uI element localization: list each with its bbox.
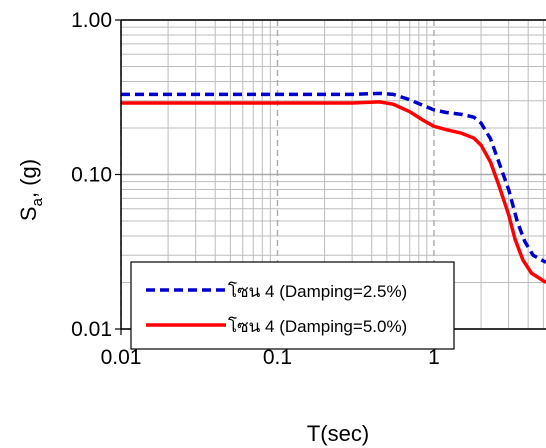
legend-box <box>130 261 455 350</box>
series-layer <box>121 91 546 284</box>
y-tick-label: 1.00 <box>71 9 112 32</box>
y-axis-label-main: S <box>16 206 41 221</box>
y-axis-label: Sa, (g) <box>16 159 46 221</box>
legend-label-damping-5-0: โซน 4 (Damping=5.0%) <box>228 316 407 336</box>
legend: โซน 4 (Damping=2.5%) โซน 4 (Damping=5.0%… <box>130 261 455 350</box>
x-tick-label: 1 <box>428 346 440 369</box>
y-tick-label: 0.01 <box>71 318 112 341</box>
y-axis-label-subscript: a <box>29 197 46 206</box>
x-tick-label: 0.1 <box>263 346 292 369</box>
tick-labels: 0.01 0.1 1 0.01 0.10 1.00 <box>71 9 440 369</box>
y-axis-label-rest: , (g) <box>16 159 41 198</box>
x-axis-label: T(sec) <box>307 421 369 446</box>
legend-label-damping-2-5: โซน 4 (Damping=2.5%) <box>228 281 407 301</box>
series-line-0 <box>121 91 546 264</box>
x-tick-label: 0.01 <box>101 346 142 369</box>
y-tick-label: 0.10 <box>71 164 112 187</box>
series-line-1 <box>121 100 546 284</box>
